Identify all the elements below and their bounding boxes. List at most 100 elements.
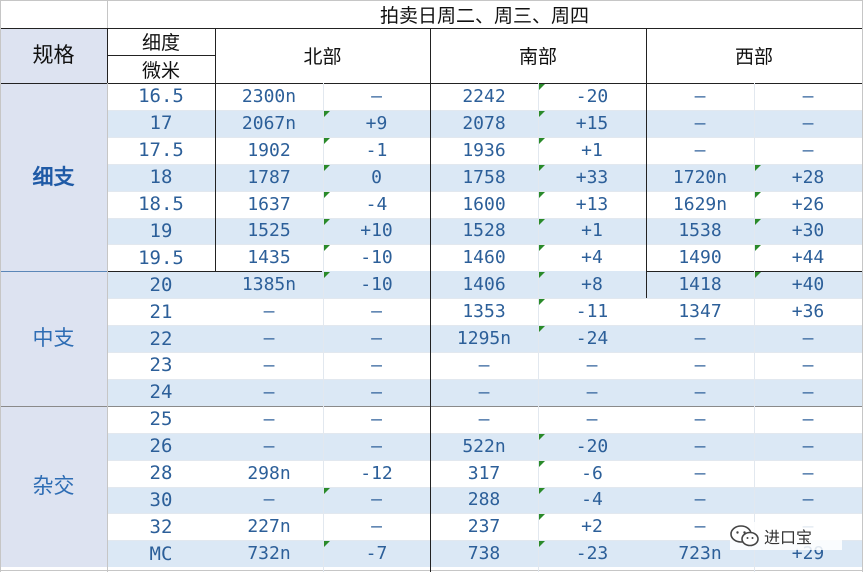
value-cell-n-chg[interactable]: -10 (360, 274, 393, 296)
value-cell-n-price[interactable]: 1525 (247, 220, 291, 242)
value-cell-n-chg[interactable]: – (371, 408, 382, 430)
value-cell-w-price[interactable]: – (694, 489, 706, 511)
value-cell-w-price[interactable]: – (694, 408, 706, 430)
value-cell-s-chg[interactable]: -11 (575, 301, 609, 323)
value-cell-w-chg[interactable]: – (802, 435, 814, 457)
value-cell-w-chg[interactable]: – (802, 328, 814, 350)
value-cell-s-chg[interactable]: -4 (581, 489, 603, 511)
value-cell-n-chg[interactable]: – (371, 301, 382, 323)
value-cell-w-chg[interactable]: – (802, 462, 814, 484)
value-cell-s-chg[interactable]: +8 (581, 274, 603, 296)
value-cell-s-price[interactable]: – (478, 354, 490, 376)
value-cell-s-price[interactable]: 1936 (462, 139, 506, 161)
value-cell-s-price[interactable]: 1758 (462, 166, 506, 188)
fineness-cell[interactable]: 20 (149, 273, 173, 296)
fineness-cell[interactable]: 18.5 (138, 193, 184, 216)
value-cell-s-price[interactable]: 1528 (462, 220, 506, 242)
value-cell-s-chg[interactable]: – (586, 354, 598, 376)
value-cell-w-price[interactable]: – (694, 85, 706, 107)
value-cell-w-chg[interactable]: – (802, 408, 814, 430)
value-cell-n-chg[interactable]: 0 (371, 166, 382, 188)
value-cell-n-price[interactable]: 227n (247, 516, 291, 538)
value-cell-s-price[interactable]: 1353 (462, 301, 506, 323)
value-cell-n-chg[interactable]: – (371, 85, 382, 107)
value-cell-s-chg[interactable]: -20 (575, 435, 609, 457)
value-cell-s-price[interactable]: 1406 (462, 274, 506, 296)
fineness-cell[interactable]: 23 (149, 354, 173, 377)
value-cell-w-price[interactable]: – (694, 462, 706, 484)
value-cell-w-chg[interactable]: – (802, 112, 814, 134)
fineness-cell[interactable]: 26 (149, 435, 173, 458)
value-cell-n-price[interactable]: 1435 (247, 247, 291, 269)
value-cell-n-price[interactable]: – (263, 381, 275, 403)
value-cell-n-chg[interactable]: – (371, 354, 382, 376)
value-cell-s-chg[interactable]: +1 (581, 139, 603, 161)
value-cell-w-chg[interactable]: +26 (791, 193, 825, 215)
value-cell-n-price[interactable]: – (263, 354, 275, 376)
value-cell-n-chg[interactable]: -12 (360, 462, 393, 484)
value-cell-n-price[interactable]: – (263, 435, 275, 457)
value-cell-s-price[interactable]: 2242 (462, 85, 506, 107)
value-cell-w-price[interactable]: 1347 (678, 301, 722, 323)
fineness-cell[interactable]: 18 (149, 166, 173, 189)
value-cell-s-chg[interactable]: +13 (575, 193, 609, 215)
value-cell-n-price[interactable]: 298n (247, 462, 291, 484)
value-cell-w-chg[interactable]: +44 (791, 247, 825, 269)
value-cell-w-chg[interactable]: – (802, 139, 814, 161)
value-cell-s-chg[interactable]: -6 (581, 462, 603, 484)
value-cell-w-chg[interactable]: – (802, 354, 814, 376)
fineness-cell[interactable]: 22 (149, 327, 173, 350)
value-cell-w-price[interactable]: 1720n (672, 166, 728, 188)
value-cell-s-price[interactable]: 288 (467, 489, 501, 511)
value-cell-n-chg[interactable]: -10 (360, 247, 393, 269)
fineness-cell[interactable]: 28 (149, 462, 173, 485)
value-cell-w-chg[interactable]: – (802, 85, 814, 107)
fineness-cell[interactable]: 21 (149, 300, 173, 323)
fineness-cell[interactable]: 32 (149, 515, 173, 538)
value-cell-w-price[interactable]: – (694, 516, 706, 538)
value-cell-w-price[interactable]: – (694, 328, 706, 350)
value-cell-s-price[interactable]: 738 (467, 543, 501, 565)
value-cell-w-price[interactable]: 723n (678, 543, 722, 565)
fineness-cell[interactable]: 19 (149, 219, 173, 242)
value-cell-s-chg[interactable]: +4 (581, 247, 603, 269)
value-cell-s-price[interactable]: 2078 (462, 112, 506, 134)
value-cell-w-chg[interactable]: +30 (791, 220, 825, 242)
value-cell-w-price[interactable]: 1629n (672, 193, 728, 215)
value-cell-w-price[interactable]: – (694, 354, 706, 376)
value-cell-s-chg[interactable]: – (586, 408, 598, 430)
value-cell-s-chg[interactable]: +15 (575, 112, 609, 134)
value-cell-s-chg[interactable]: +1 (581, 220, 603, 242)
value-cell-n-chg[interactable]: – (371, 435, 382, 457)
fineness-cell[interactable]: 17.5 (138, 139, 184, 162)
value-cell-s-chg[interactable]: -23 (575, 543, 609, 565)
fineness-cell[interactable]: 16.5 (138, 85, 184, 108)
value-cell-n-price[interactable]: – (263, 301, 275, 323)
fineness-cell[interactable]: MC (149, 542, 173, 565)
fineness-cell[interactable]: 17 (149, 112, 173, 135)
value-cell-w-price[interactable]: 1538 (678, 220, 722, 242)
value-cell-n-price[interactable]: – (263, 328, 275, 350)
value-cell-s-price[interactable]: 522n (462, 435, 506, 457)
value-cell-w-chg[interactable]: +28 (791, 166, 825, 188)
value-cell-n-price[interactable]: 1902 (247, 139, 291, 161)
value-cell-n-price[interactable]: 1787 (247, 166, 291, 188)
value-cell-n-price[interactable]: 1637 (247, 193, 291, 215)
value-cell-s-price[interactable]: 1295n (456, 328, 512, 350)
value-cell-w-price[interactable]: – (694, 139, 706, 161)
value-cell-n-chg[interactable]: -4 (365, 193, 388, 215)
value-cell-n-price[interactable]: – (263, 489, 275, 511)
value-cell-n-chg[interactable]: +10 (360, 220, 393, 242)
value-cell-s-price[interactable]: 1460 (462, 247, 506, 269)
value-cell-n-price[interactable]: 1385n (241, 274, 297, 296)
value-cell-n-chg[interactable]: – (371, 516, 382, 538)
value-cell-w-price[interactable]: – (694, 112, 706, 134)
value-cell-n-price[interactable]: 2300n (241, 85, 297, 107)
value-cell-s-chg[interactable]: – (586, 381, 598, 403)
value-cell-w-chg[interactable]: – (802, 381, 814, 403)
value-cell-w-chg[interactable]: +40 (791, 274, 825, 296)
value-cell-w-price[interactable]: – (694, 381, 706, 403)
value-cell-w-price[interactable]: – (694, 435, 706, 457)
value-cell-n-price[interactable]: – (263, 408, 275, 430)
value-cell-n-chg[interactable]: – (371, 489, 382, 511)
